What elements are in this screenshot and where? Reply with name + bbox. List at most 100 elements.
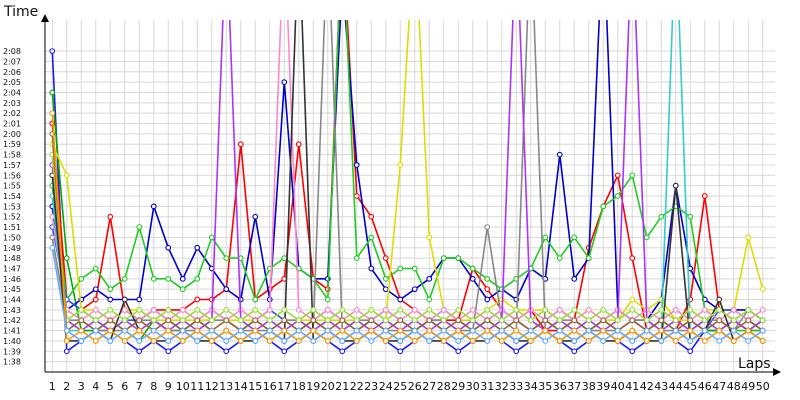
- y-tick-label: 1:46: [3, 275, 21, 284]
- data-point: [614, 338, 621, 344]
- data-point: [179, 338, 186, 344]
- data-point: [107, 213, 114, 220]
- data-point: [701, 317, 708, 324]
- x-tick-label: 16: [263, 380, 277, 393]
- data-point: [281, 255, 288, 261]
- data-point: [687, 338, 694, 344]
- data-point: [455, 338, 462, 344]
- x-tick-label: 39: [596, 380, 610, 393]
- data-point: [324, 296, 331, 303]
- data-point: [426, 327, 433, 334]
- y-tick-label: 2:08: [3, 47, 21, 56]
- data-point: [310, 327, 317, 334]
- data-point: [556, 338, 563, 344]
- data-point: [78, 327, 85, 334]
- data-point: [672, 338, 679, 344]
- x-tick-label: 45: [683, 380, 697, 393]
- data-point: [556, 327, 563, 334]
- data-point: [629, 327, 636, 334]
- data-point: [498, 327, 505, 334]
- data-point: [513, 317, 520, 324]
- data-point: [701, 338, 708, 344]
- x-tick-label: 30: [466, 380, 480, 393]
- x-tick-label: 40: [611, 380, 625, 393]
- data-point: [411, 307, 418, 313]
- series-line: [51, 51, 764, 353]
- data-point: [208, 338, 215, 344]
- x-tick-label: 50: [756, 380, 770, 393]
- data-point: [208, 234, 215, 241]
- data-point: [223, 307, 230, 313]
- x-tick-label: 46: [698, 380, 712, 393]
- data-point: [672, 307, 679, 313]
- data-point: [745, 317, 752, 324]
- y-tick-label: 1:56: [3, 171, 21, 180]
- y-tick-label: 1:42: [3, 316, 21, 325]
- x-tick-label: 31: [480, 380, 494, 393]
- data-point: [585, 338, 592, 344]
- x-tick-label: 34: [524, 380, 538, 393]
- data-point: [266, 338, 273, 344]
- x-tick-label: 3: [78, 380, 85, 393]
- series-line: [51, 133, 764, 332]
- data-point: [252, 296, 259, 303]
- x-tick-label: 43: [654, 380, 668, 393]
- y-tick-label: 1:40: [3, 337, 21, 346]
- data-point: [440, 317, 447, 324]
- data-point: [513, 348, 520, 355]
- x-tick-label: 27: [422, 380, 436, 393]
- y-tick-label: 1:53: [3, 202, 21, 211]
- x-tick-label: 28: [437, 380, 451, 393]
- x-tick-label: 19: [306, 380, 320, 393]
- data-point: [687, 348, 694, 355]
- data-point: [542, 307, 549, 313]
- data-point: [397, 265, 404, 272]
- y-tick-label: 1:43: [3, 306, 21, 315]
- data-point: [614, 172, 621, 179]
- data-point: [513, 338, 520, 344]
- data-point: [397, 348, 404, 355]
- data-point: [382, 307, 389, 313]
- data-point: [353, 193, 360, 199]
- data-point: [643, 327, 650, 334]
- data-point: [397, 338, 404, 344]
- data-point: [382, 338, 389, 344]
- data-point: [223, 317, 230, 324]
- data-point: [513, 307, 520, 313]
- data-point: [136, 348, 143, 355]
- data-point: [252, 213, 259, 220]
- y-tick-labels: 1:38 1:391:401:41 1:421:431:44 1:451:46 1:47…: [3, 47, 21, 367]
- data-point: [382, 255, 389, 261]
- data-point: [324, 317, 331, 324]
- data-point: [542, 338, 549, 344]
- data-point: [266, 327, 273, 334]
- data-point: [687, 213, 694, 220]
- data-point: [658, 307, 665, 313]
- data-point: [324, 307, 331, 313]
- data-point: [150, 338, 157, 344]
- x-axis-title: Laps: [738, 356, 771, 372]
- data-point: [295, 317, 302, 324]
- data-point: [49, 89, 56, 96]
- data-point: [368, 338, 375, 344]
- y-tick-label: 2:01: [3, 120, 21, 129]
- data-point: [194, 317, 201, 324]
- data-point: [78, 338, 85, 344]
- series-5: [49, 20, 766, 334]
- data-point: [136, 296, 143, 303]
- data-point: [194, 338, 201, 344]
- data-point: [136, 224, 143, 230]
- data-point: [223, 286, 230, 293]
- data-point: [281, 348, 288, 355]
- data-point: [759, 317, 766, 324]
- data-point: [440, 255, 447, 261]
- data-point: [672, 327, 679, 334]
- data-point: [687, 307, 694, 313]
- data-point: [440, 338, 447, 344]
- x-tick-label: 35: [538, 380, 552, 393]
- data-point: [281, 338, 288, 344]
- x-tick-label: 38: [582, 380, 596, 393]
- data-point: [78, 317, 85, 324]
- data-point: [571, 307, 578, 313]
- data-point: [252, 327, 259, 334]
